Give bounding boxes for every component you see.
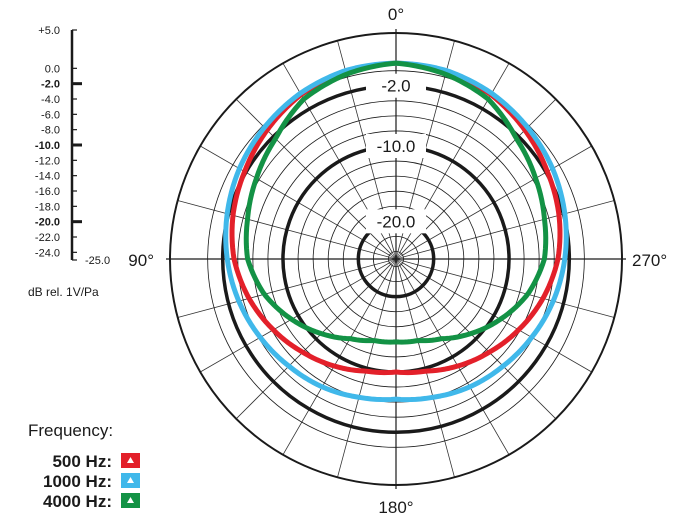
legend-title: Frequency: [28, 421, 113, 440]
grid-spoke [177, 260, 389, 318]
scale-tick-label: -22.0 [35, 232, 60, 244]
ring-label: -10.0 [377, 137, 416, 156]
scale-tick-label: -16.0 [35, 186, 60, 198]
legend: Frequency: 500 Hz:1000 Hz:4000 Hz: [28, 421, 140, 511]
unit-label: dB rel. 1V/Pa [28, 285, 99, 299]
polar-series [223, 60, 569, 403]
grid-spoke [177, 200, 389, 258]
grid-spoke [402, 262, 592, 373]
series-line-500hz [229, 60, 563, 376]
grid-center-spoke [391, 252, 397, 260]
grid-center-spoke [390, 258, 397, 265]
grid-center-spoke [389, 254, 397, 260]
grid-center-spoke [389, 258, 397, 264]
grid-center-spoke [390, 253, 397, 260]
angle-label: 0° [388, 5, 404, 24]
scale-tick-label: 0.0 [45, 63, 60, 75]
grid-center-spoke [395, 253, 402, 260]
series-line-4000hz [243, 60, 549, 345]
scale-tick-label: -24.0 [35, 247, 60, 259]
grid-center-spoke [395, 252, 401, 260]
scale-tick-label: -18.0 [35, 201, 60, 213]
db-scale: +5.0 0.0 -2.0 -4.0 -6.0 -8.0 -10.0 -12.0 -14.0 -1… [35, 25, 110, 267]
angle-labels: 0° 90° 180° 270° [128, 5, 667, 517]
legend-label: 4000 Hz: [43, 492, 112, 511]
ring-label: -20.0 [377, 212, 416, 231]
scale-tick-label: -8.0 [41, 125, 60, 137]
angle-label: 270° [632, 251, 667, 270]
grid-spoke [200, 262, 390, 373]
grid-center-spoke [395, 258, 401, 266]
legend-swatch-icon [127, 477, 134, 483]
grid-ring-bold [356, 231, 436, 299]
ring-label-bg [366, 73, 426, 98]
grid-spoke [403, 200, 615, 258]
grid-spoke [282, 265, 393, 455]
grid-spoke [403, 260, 615, 318]
scale-tick-label: -20.0 [35, 217, 60, 229]
legend-label: 500 Hz: [52, 452, 112, 471]
grid-spoke [235, 98, 391, 254]
grid-center-spoke [395, 254, 403, 260]
grid-center-spoke [395, 258, 403, 264]
ring-label-bg [366, 134, 426, 158]
ring-labels: -2.0 -10.0 -20.0 [377, 77, 416, 232]
scale-tick-label: -6.0 [41, 109, 60, 121]
ring-label: -2.0 [381, 77, 410, 96]
scale-tick-label: -4.0 [41, 94, 60, 106]
ring-label-bg [366, 209, 426, 234]
grid-spoke [401, 264, 557, 420]
legend-label: 1000 Hz: [43, 472, 112, 491]
grid-spoke [402, 145, 592, 256]
scale-tick-label: +5.0 [38, 25, 60, 37]
scale-tick-label: -10.0 [35, 140, 60, 152]
legend-swatch-icon [127, 457, 134, 463]
grid-spoke [401, 98, 557, 254]
legend-swatch-icon [127, 497, 134, 503]
scale-tick-label: -12.0 [35, 155, 60, 167]
scale-tick-label: -14.0 [35, 171, 60, 183]
grid-center-spoke [395, 258, 402, 265]
grid-spoke [200, 145, 390, 256]
angle-label: 180° [378, 498, 413, 517]
scale-tick-label: -2.0 [41, 79, 60, 91]
grid-spoke [399, 265, 510, 455]
scale-tick-label: -25.0 [85, 255, 110, 267]
grid-spoke [235, 264, 391, 420]
series-line-1000hz [223, 60, 569, 403]
grid-center-spoke [391, 258, 397, 266]
angle-label: 90° [128, 251, 154, 270]
